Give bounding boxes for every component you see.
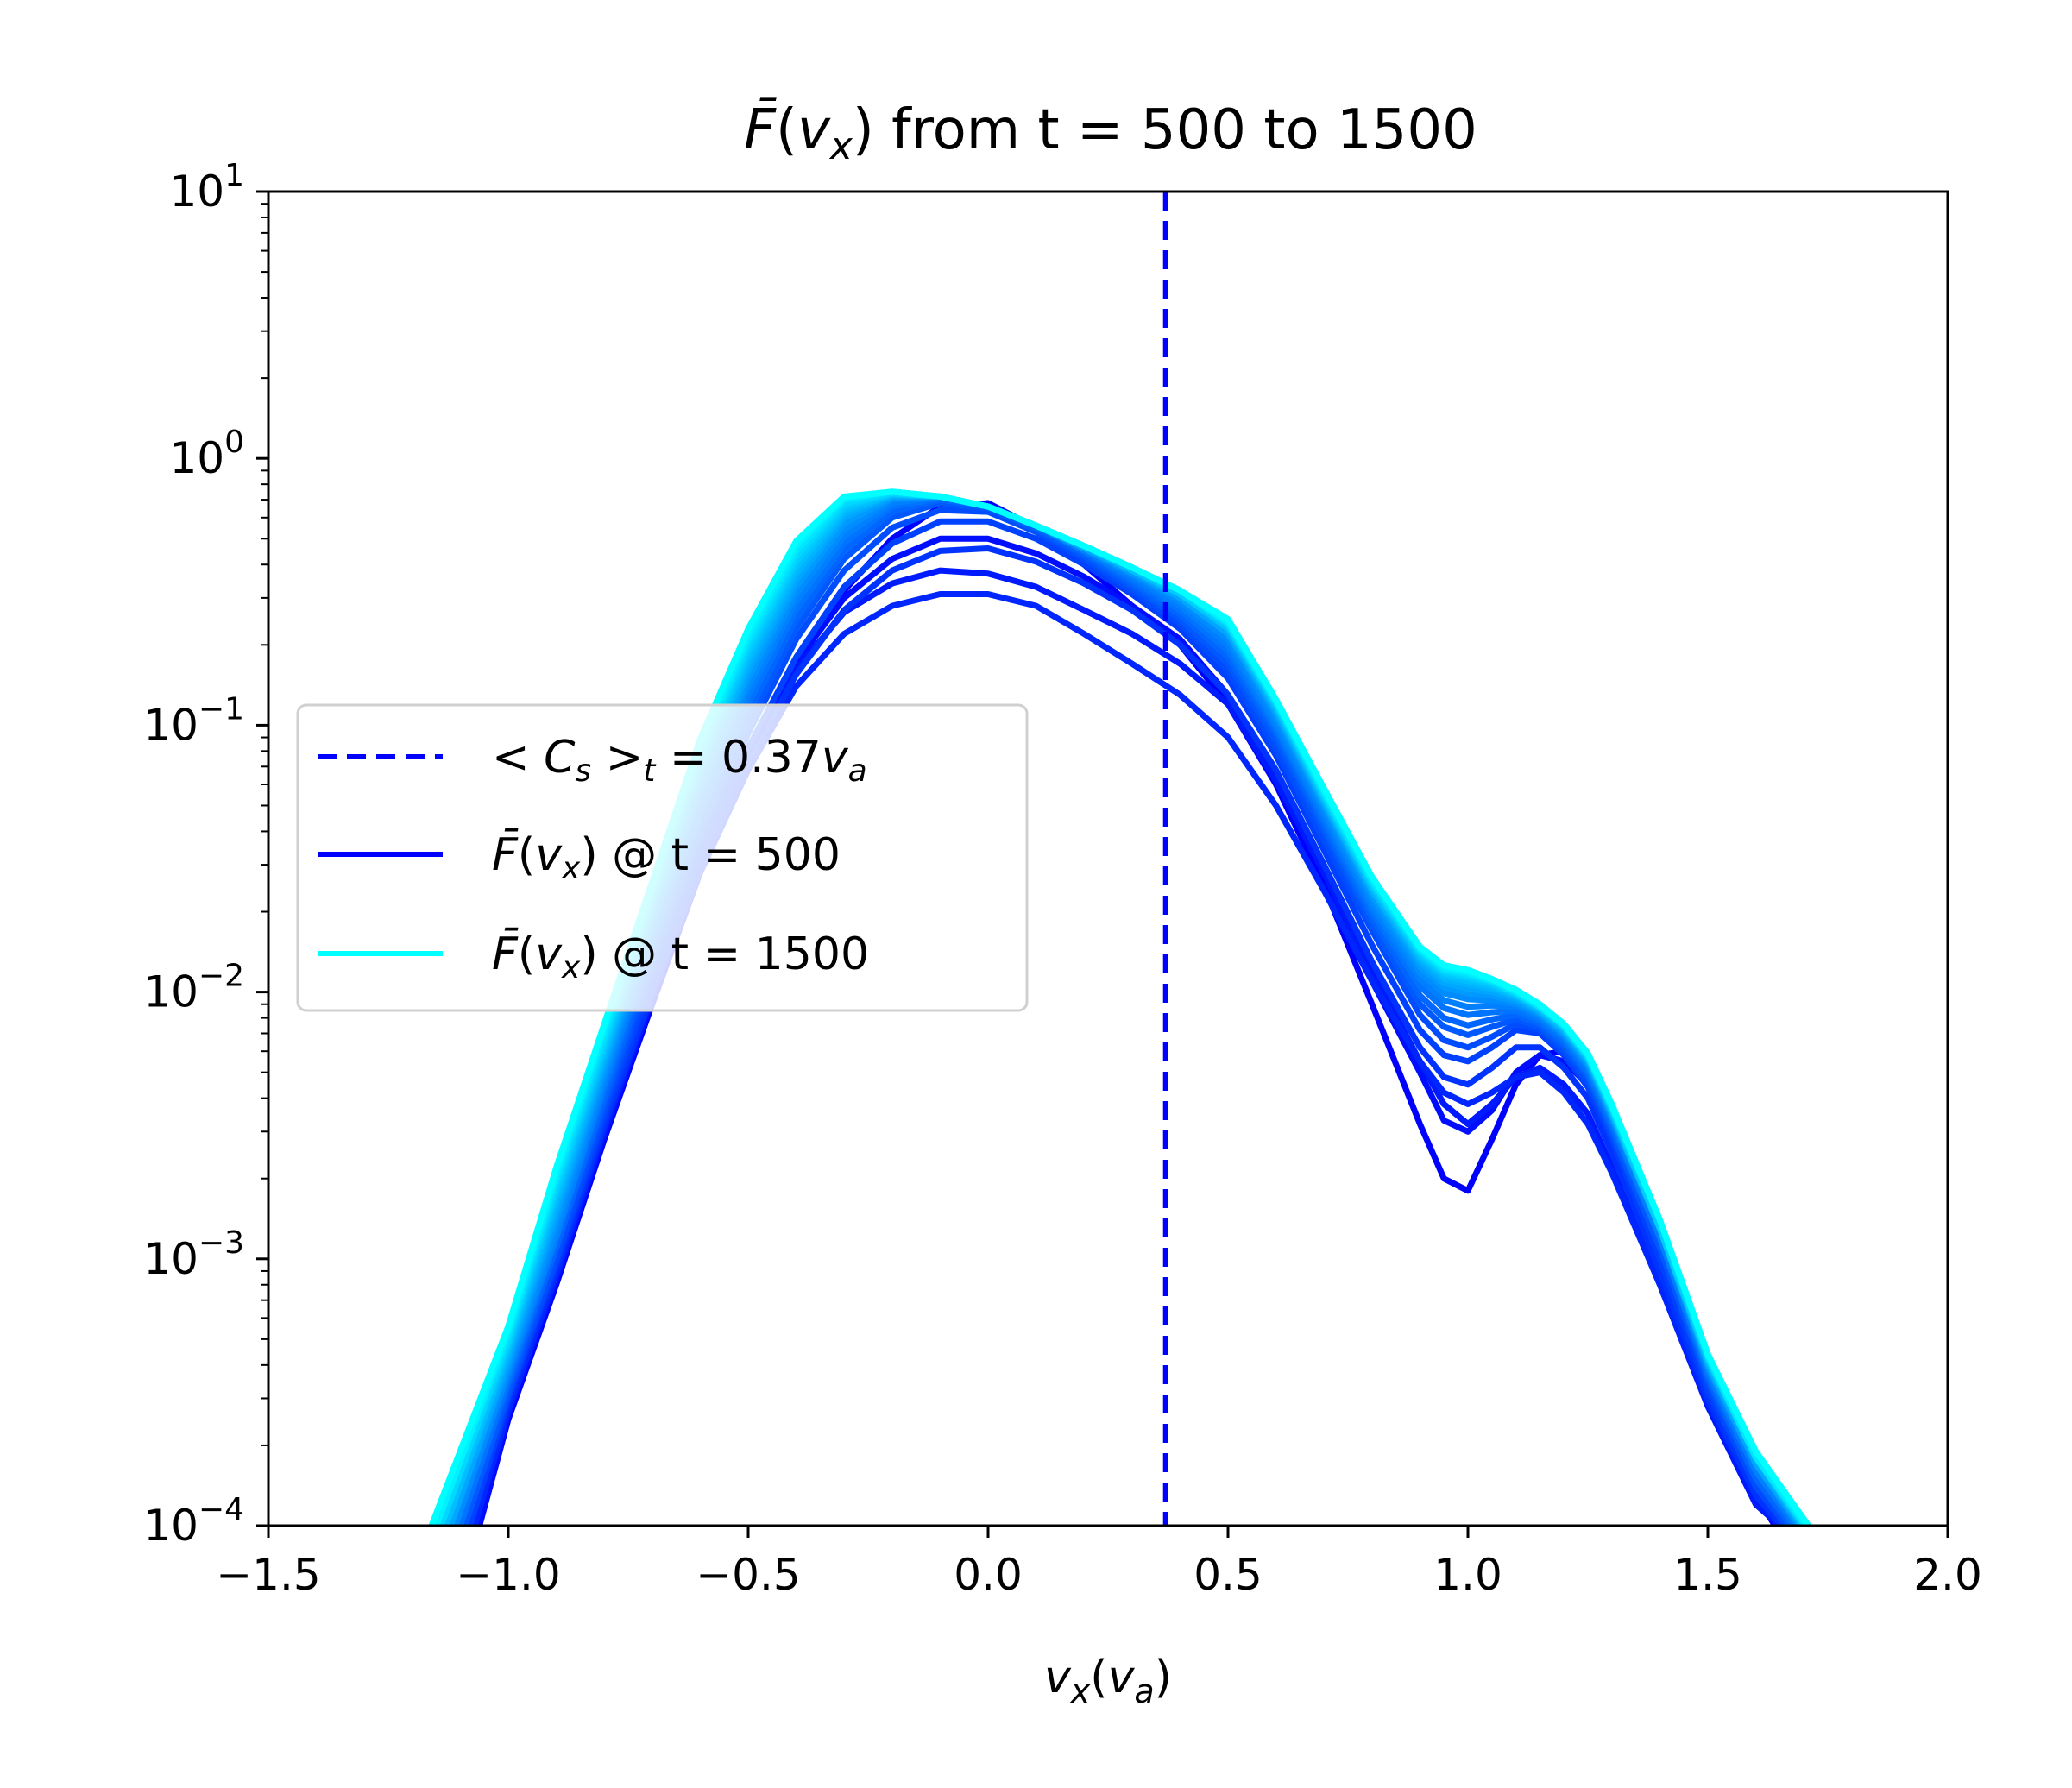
x-tick-label: 0.0 — [954, 1550, 1023, 1600]
y-tick-label: 101 — [169, 158, 244, 217]
y-tick-label: 10−3 — [143, 1225, 244, 1284]
x-tick-label: 0.5 — [1193, 1550, 1263, 1600]
series-line — [428, 488, 1812, 1526]
x-axis-label: vx(va) — [1044, 1652, 1172, 1710]
legend-entry-t1500: F̄(vx) @ t = 1500 — [492, 928, 869, 985]
y-tick-label: 10−4 — [143, 1492, 244, 1551]
y-tick-label: 10−1 — [143, 691, 244, 750]
legend: < Cs >t = 0.37va F̄(vx) @ t = 500 F̄(vx)… — [296, 703, 1029, 1012]
legend-entry-sound-speed: < Cs >t = 0.37va — [492, 732, 867, 789]
x-tick-label: −0.5 — [696, 1550, 800, 1600]
x-tick-label: 2.0 — [1913, 1550, 1982, 1600]
y-tick-label: 100 — [169, 425, 244, 483]
x-axis: −1.5 −1.0 −0.5 0.0 0.5 1.0 1.5 2.0 — [216, 1526, 1982, 1600]
y-tick-label: 10−2 — [143, 959, 244, 1017]
chart-title: F̄(vx) from t = 500 to 1500 — [744, 97, 1477, 168]
x-tick-label: 1.5 — [1673, 1550, 1742, 1600]
plot-frame — [267, 190, 1949, 1527]
legend-entry-t500: F̄(vx) @ t = 500 — [492, 828, 841, 886]
x-tick-label: −1.0 — [456, 1550, 560, 1600]
x-tick-label: 1.0 — [1433, 1550, 1502, 1600]
legend-box — [296, 703, 1029, 1012]
y-axis: 10−4 10−3 10−2 10−1 100 101 — [143, 158, 268, 1551]
x-tick-label: −1.5 — [216, 1550, 320, 1600]
